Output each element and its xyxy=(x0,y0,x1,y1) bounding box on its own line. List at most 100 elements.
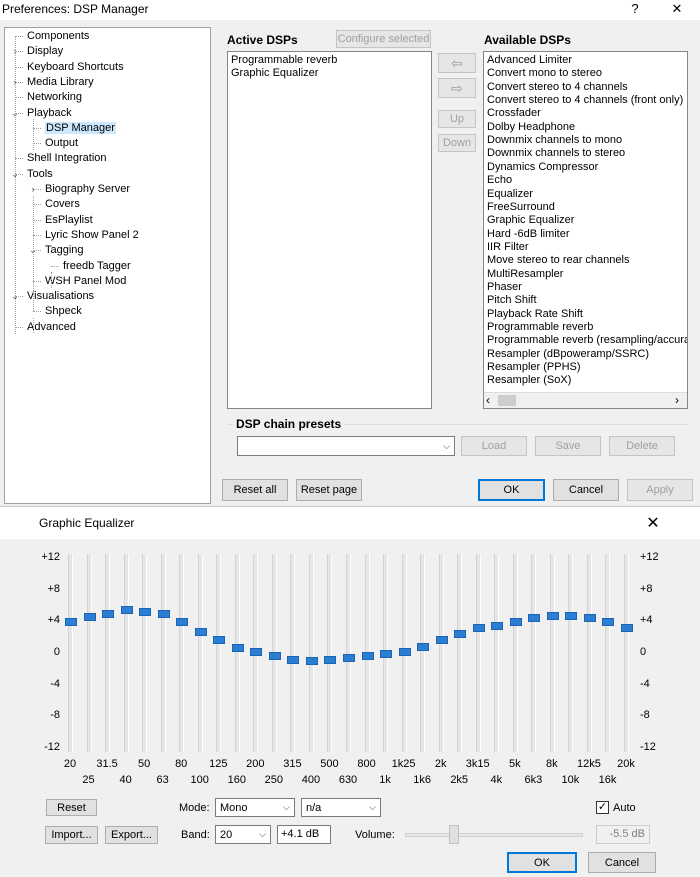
band-slider-track[interactable] xyxy=(512,554,518,752)
band-slider-track[interactable] xyxy=(123,554,129,752)
available-dsp-item[interactable]: Playback Rate Shift xyxy=(487,307,583,320)
band-slider-track[interactable] xyxy=(457,554,463,752)
reset-button[interactable]: Reset xyxy=(46,799,97,816)
available-dsp-item[interactable]: Dolby Headphone xyxy=(487,120,576,133)
band-slider-thumb[interactable] xyxy=(583,614,596,623)
eq-cancel-button[interactable]: Cancel xyxy=(588,852,656,873)
band-slider-thumb[interactable] xyxy=(324,656,337,665)
available-dsp-item[interactable]: Echo xyxy=(487,174,513,187)
active-dsp-item[interactable]: Programmable reverb xyxy=(231,54,338,66)
tree-item[interactable]: Biography Server xyxy=(45,182,130,197)
tree-item[interactable]: Display xyxy=(27,44,63,59)
available-dsp-item[interactable]: FreeSurround xyxy=(487,200,555,213)
tree-item[interactable]: EsPlaylist xyxy=(45,213,93,228)
available-dsp-item[interactable]: Phaser xyxy=(487,280,522,293)
band-slider-thumb[interactable] xyxy=(361,651,374,660)
band-slider-track[interactable] xyxy=(86,554,92,752)
band-slider-track[interactable] xyxy=(179,554,185,752)
band-slider-thumb[interactable] xyxy=(565,612,578,620)
preset-combobox[interactable]: ⌵ xyxy=(237,436,455,456)
band-slider-track[interactable] xyxy=(624,554,629,752)
available-dsps-scrollbar[interactable]: ‹ › xyxy=(484,392,687,408)
tree-item[interactable]: Components xyxy=(27,29,89,44)
band-slider-thumb[interactable] xyxy=(213,635,226,644)
move-up-button[interactable]: Up xyxy=(438,110,476,128)
band-slider-thumb[interactable] xyxy=(157,610,170,619)
channel-select[interactable]: n/a ⌵ xyxy=(301,798,381,817)
volume-input[interactable]: -5.5 dB xyxy=(596,825,650,844)
mode-select[interactable]: Mono ⌵ xyxy=(215,798,295,817)
band-slider-track[interactable] xyxy=(160,554,166,752)
available-dsp-item[interactable]: Resampler (dBpoweramp/SSRC) xyxy=(487,347,649,360)
reset-page-button[interactable]: Reset page xyxy=(296,479,362,501)
band-slider-thumb[interactable] xyxy=(546,612,559,620)
configure-selected-button[interactable]: Configure selected xyxy=(336,30,431,48)
close-icon[interactable]: ✕ xyxy=(646,515,660,532)
active-dsps-list[interactable]: Programmable reverb Graphic Equalizer xyxy=(227,51,432,409)
band-slider-track[interactable] xyxy=(475,554,481,752)
band-slider-track[interactable] xyxy=(197,554,203,752)
band-slider-track[interactable] xyxy=(142,554,148,752)
band-slider-thumb[interactable] xyxy=(398,647,411,656)
tree-item[interactable]: Advanced xyxy=(27,320,76,335)
band-slider-thumb[interactable] xyxy=(343,653,355,662)
band-slider-track[interactable] xyxy=(216,554,222,752)
tree-item[interactable]: Shpeck xyxy=(45,304,82,319)
delete-button[interactable]: Delete xyxy=(609,436,675,456)
band-slider-track[interactable] xyxy=(308,554,314,752)
band-slider-thumb[interactable] xyxy=(83,612,96,621)
tree-item[interactable]: Tools xyxy=(27,167,53,182)
tree-item[interactable]: Keyboard Shortcuts xyxy=(27,60,124,75)
band-slider-track[interactable] xyxy=(586,554,592,752)
tree-item[interactable]: Shell Integration xyxy=(27,151,107,166)
export-button[interactable]: Export... xyxy=(105,826,158,844)
band-slider-thumb[interactable] xyxy=(509,618,522,627)
band-slider-track[interactable] xyxy=(234,554,240,752)
tree-item[interactable]: Networking xyxy=(27,90,82,105)
auto-checkbox[interactable]: ✓ xyxy=(596,801,609,814)
reset-all-button[interactable]: Reset all xyxy=(222,479,288,501)
tree-item[interactable]: Output xyxy=(45,136,78,151)
collapse-chevron-icon[interactable]: ⌄ xyxy=(11,291,19,302)
scroll-left-icon[interactable]: ‹ xyxy=(486,393,490,407)
active-dsp-item[interactable]: Graphic Equalizer xyxy=(231,67,319,80)
ok-button[interactable]: OK xyxy=(478,479,545,501)
band-slider-track[interactable] xyxy=(494,554,500,752)
save-button[interactable]: Save xyxy=(535,436,601,456)
band-slider-thumb[interactable] xyxy=(268,652,281,661)
available-dsp-item[interactable]: Graphic Equalizer xyxy=(487,214,575,227)
volume-slider-thumb[interactable] xyxy=(449,825,459,844)
band-slider-track[interactable] xyxy=(420,554,426,752)
apply-button[interactable]: Apply xyxy=(627,479,693,501)
tree-item[interactable]: Lyric Show Panel 2 xyxy=(45,228,139,243)
band-slider-thumb[interactable] xyxy=(528,614,541,623)
available-dsp-item[interactable]: Equalizer xyxy=(487,187,533,200)
cancel-button[interactable]: Cancel xyxy=(553,479,619,501)
available-dsps-list[interactable]: Advanced Limiter Convert mono to stereo Co… xyxy=(483,51,688,409)
available-dsp-item[interactable]: Crossfader xyxy=(487,107,541,120)
available-dsp-item[interactable]: Resampler (SoX) xyxy=(487,374,572,387)
band-gain-input[interactable]: +4.1 dB xyxy=(277,825,331,844)
band-slider-thumb[interactable] xyxy=(287,656,300,665)
available-dsp-item[interactable]: Hard -6dB limiter xyxy=(487,227,570,240)
band-slider-thumb[interactable] xyxy=(102,609,115,618)
band-slider-thumb[interactable] xyxy=(250,648,263,657)
band-slider-thumb[interactable] xyxy=(120,605,133,614)
band-slider-thumb[interactable] xyxy=(454,630,467,639)
band-select[interactable]: 20 ⌵ xyxy=(215,825,271,844)
move-down-button[interactable]: Down xyxy=(438,134,476,152)
available-dsp-item[interactable]: Convert stereo to 4 channels (front only… xyxy=(487,94,684,107)
volume-slider-track[interactable] xyxy=(405,833,583,837)
band-slider-thumb[interactable] xyxy=(621,623,633,632)
preferences-tree[interactable]: Components › Display Keyboard Shortcuts › Med… xyxy=(4,27,211,504)
band-slider-thumb[interactable] xyxy=(65,617,77,626)
collapse-chevron-icon[interactable]: ⌄ xyxy=(11,168,19,179)
available-dsp-item[interactable]: Downmix channels to mono xyxy=(487,134,623,147)
band-slider-thumb[interactable] xyxy=(176,618,189,627)
collapse-chevron-icon[interactable]: ⌄ xyxy=(11,107,19,118)
close-icon[interactable]: ✕ xyxy=(671,1,683,16)
help-icon[interactable]: ? xyxy=(631,1,639,16)
available-dsp-item[interactable]: Convert stereo to 4 channels xyxy=(487,80,628,93)
tree-item[interactable]: freedb Tagger xyxy=(63,259,131,274)
scroll-right-icon[interactable]: › xyxy=(675,393,679,407)
